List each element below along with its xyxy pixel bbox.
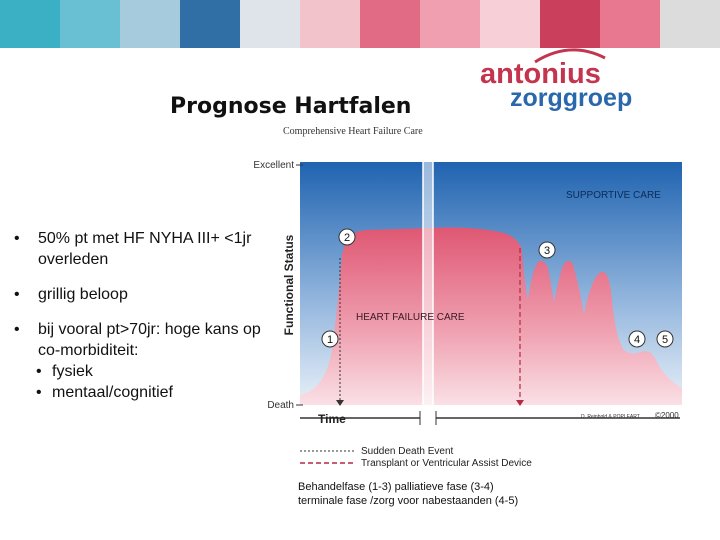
y-axis-label: Functional Status [282,234,296,335]
banner-block [240,0,300,48]
svg-text:1: 1 [327,334,333,346]
banner-block [120,0,180,48]
marker-2: 2 [338,228,356,246]
sub-bullet-text: mentaal/cognitief [52,384,173,401]
bullet-text: bij vooral pt>70jr: hoge kans op co-morb… [38,321,261,359]
figure-credit: D. Reinbold & POPLEART [581,414,640,420]
banner-block [300,0,360,48]
caption-line-2: terminale fase /zorg voor nabestaanden (… [298,495,519,507]
bullet-text: grillig beloop [38,286,128,303]
svg-text:4: 4 [634,334,640,346]
heart-failure-care-label: HEART FAILURE CARE [356,312,465,323]
bullet-item: • grillig beloop [14,286,128,303]
transplant-arrowhead [516,400,524,406]
figure-subtitle: Comprehensive Heart Failure Care [283,126,423,137]
svg-text:3: 3 [544,245,550,257]
svg-text:5: 5 [662,334,668,346]
sub-bullet-text: fysiek [52,363,93,380]
legend-sudden-label: Sudden Death Event [361,446,454,457]
banner-block [360,0,420,48]
sub-bullet-item: • mentaal/cognitief [36,384,173,401]
supportive-care-label: SUPPORTIVE CARE [566,190,661,201]
marker-5: 5 [656,330,674,348]
banner-block [180,0,240,48]
marker-1: 1 [321,330,339,348]
page-title: Prognose Hartfalen [170,94,412,119]
sub-bullet-item: • fysiek [36,363,93,380]
logo-text-antonius: antonius [480,58,601,90]
bullet-item: • 50% pt met HF NYHA III+ <1jr overleden [14,230,252,268]
y-label-death: Death [267,400,294,411]
banner-block [420,0,480,48]
legend-transplant-label: Transplant or Ventricular Assist Device [361,458,532,469]
banner-block [480,0,540,48]
banner-block [600,0,660,48]
figure-caption: Behandelfase (1-3) palliatieve fase (3-4… [298,480,518,508]
svg-text:2: 2 [344,232,350,244]
marker-3: 3 [538,241,556,259]
figure-copyright: ©2000 [655,411,679,420]
logo-arc-icon [534,48,606,64]
banner-block [540,0,600,48]
time-break-marks [422,162,434,405]
banner-block [0,0,60,48]
bullet-item: • bij vooral pt>70jr: hoge kans op co-mo… [14,319,274,403]
sudden-death-arrowhead [336,400,344,406]
marker-4: 4 [628,330,646,348]
heart-failure-care-area [300,227,682,405]
bullet-text: 50% pt met HF NYHA III+ <1jr overleden [38,230,252,268]
y-label-excellent: Excellent [253,160,294,171]
x-axis-label: Time [318,412,346,426]
logo-text-zorggroep: zorggroep [510,84,633,112]
banner-block [60,0,120,48]
bullet-list: • 50% pt met HF NYHA III+ <1jr overleden… [14,228,274,417]
caption-line-1: Behandelfase (1-3) palliatieve fase (3-4… [298,481,494,493]
header-banner [0,0,720,48]
banner-block [660,0,720,48]
antonius-logo: antonius zorggroep [470,44,670,114]
